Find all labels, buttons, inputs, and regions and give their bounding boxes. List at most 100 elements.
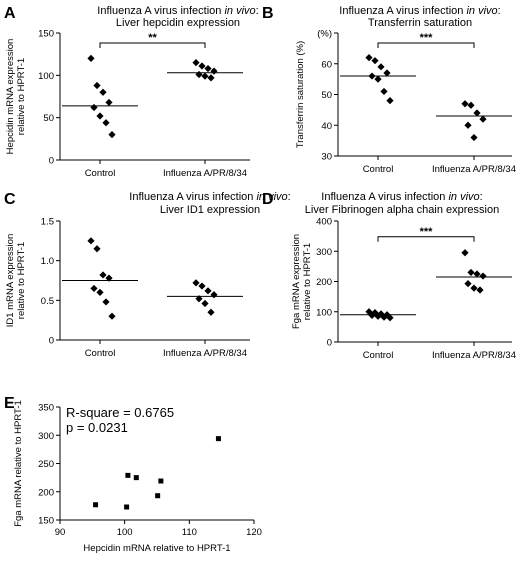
- x-axis-label: Hepcidin mRNA relative to HPRT-1: [83, 543, 230, 554]
- data-point: [105, 274, 113, 282]
- y-tick-label: 0: [49, 336, 54, 347]
- y-tick-label: 150: [38, 516, 54, 527]
- title-part: Influenza A virus infection: [321, 191, 448, 203]
- panel-b: B Influenza A virus infection in vivo:Tra…: [262, 5, 516, 175]
- panel-letter: B: [262, 5, 274, 22]
- y-tick-label: (%): [317, 29, 332, 40]
- y-axis-label-line: Hepcidin mRNA expression: [5, 39, 16, 155]
- data-point: [87, 237, 95, 245]
- data-point: [192, 59, 200, 67]
- x-tick-label: Influenza A/PR/8/34: [432, 350, 516, 361]
- data-point: [99, 271, 107, 279]
- title-italic: in vivo: [466, 5, 497, 17]
- panel-letter: D: [262, 191, 274, 208]
- y-tick-label: 150: [38, 29, 54, 40]
- chart-subtitle: Liver ID1 expression: [160, 204, 260, 216]
- y-tick-label: 1.5: [41, 217, 54, 228]
- y-tick-label: 100: [316, 307, 332, 318]
- y-axis-label: Transferrin saturation (%): [295, 41, 306, 148]
- data-point: [204, 64, 212, 73]
- panel-e: E 150 200 250 300 350 Fga mRNA relative to HPR…: [4, 395, 262, 554]
- y-axis-label: Hepcidin mRNA expressionrelative to HPRT…: [5, 39, 27, 155]
- title-part: Influenza A virus infection: [97, 5, 224, 17]
- x-tick-label: 120: [246, 527, 262, 538]
- data-point: [90, 284, 98, 293]
- x-tick-label: Influenza A/PR/8/34: [163, 348, 247, 359]
- annotation: R-square = 0.6765: [66, 405, 174, 420]
- data-point: [386, 97, 394, 105]
- significance-label: ***: [420, 32, 434, 44]
- significance-bracket: [377, 236, 475, 242]
- data-point: [207, 308, 215, 316]
- y-tick-label: 0.5: [41, 296, 54, 307]
- chart-subtitle: Liver hepcidin expression: [116, 17, 240, 29]
- y-tick-label: 0: [327, 338, 332, 349]
- data-point: [198, 282, 206, 290]
- x-tick-label: Influenza A/PR/8/34: [432, 164, 516, 175]
- x-tick-label: Control: [363, 350, 394, 361]
- significance-bracket: [99, 42, 206, 48]
- x-tick-label: 90: [55, 527, 66, 538]
- x-tick-label: Control: [85, 348, 116, 359]
- data-point: [476, 286, 484, 294]
- title-part: :: [256, 5, 259, 17]
- data-point: [380, 313, 388, 321]
- x-tick-label: 100: [117, 527, 133, 538]
- data-point: [102, 119, 110, 127]
- data-point: [93, 502, 99, 508]
- data-point: [198, 62, 206, 70]
- y-tick-label: 200: [316, 277, 332, 288]
- data-point: [90, 103, 98, 112]
- y-tick-label: 350: [38, 403, 54, 414]
- data-point: [479, 115, 487, 123]
- y-axis-label-line: Transferrin saturation (%): [295, 41, 306, 148]
- data-point: [377, 63, 385, 71]
- y-tick-label: 0: [49, 156, 54, 167]
- y-tick-label: 60: [321, 59, 332, 70]
- data-point: [125, 472, 131, 478]
- y-axis-label-line: ID1 mRNA expression: [5, 234, 16, 327]
- title-part: :: [288, 191, 291, 203]
- y-axis-label: Fga mRNA expressionrelative to HPRT-1: [291, 234, 313, 329]
- y-axis-label: ID1 mRNA expressionrelative to HPRT-1: [5, 234, 27, 327]
- y-tick-label: 50: [43, 113, 54, 124]
- data-point: [371, 57, 379, 65]
- title-part: :: [498, 5, 501, 17]
- y-axis-label-line: relative to HPRT-1: [16, 58, 27, 135]
- data-point: [105, 98, 113, 107]
- x-tick-label: Control: [363, 164, 394, 175]
- x-tick-label: Control: [85, 168, 116, 179]
- data-point: [87, 54, 95, 62]
- data-point: [461, 100, 469, 108]
- data-point: [96, 288, 104, 296]
- data-point: [195, 70, 203, 79]
- data-point: [93, 245, 101, 253]
- data-point: [210, 291, 218, 299]
- panel-a: A Influenza A virus infection in vivo:Liv…: [4, 5, 259, 179]
- x-tick-label: 110: [182, 527, 197, 538]
- x-tick-label: Influenza A/PR/8/34: [163, 168, 247, 179]
- y-tick-label: 30: [321, 152, 332, 163]
- data-point: [479, 272, 487, 280]
- data-point: [464, 121, 472, 129]
- y-tick-label: 300: [38, 431, 54, 442]
- y-tick-label: 50: [321, 90, 332, 101]
- data-point: [201, 72, 209, 80]
- data-point: [467, 101, 475, 109]
- data-point: [96, 112, 104, 120]
- data-point: [473, 270, 481, 278]
- data-point: [133, 475, 139, 481]
- title-part: :: [480, 191, 483, 203]
- data-point: [207, 74, 215, 82]
- data-point: [467, 268, 475, 277]
- panel-letter: E: [4, 395, 15, 412]
- data-point: [158, 478, 164, 484]
- data-point: [464, 280, 472, 288]
- y-tick-label: 300: [316, 247, 332, 258]
- data-point: [102, 298, 110, 306]
- y-axis-label-line: relative to HPRT-1: [302, 243, 313, 320]
- y-axis-label-line: Fga mRNA expression: [291, 234, 302, 329]
- data-point: [93, 81, 101, 90]
- data-point: [461, 249, 469, 257]
- title-italic: in vivo: [256, 191, 287, 203]
